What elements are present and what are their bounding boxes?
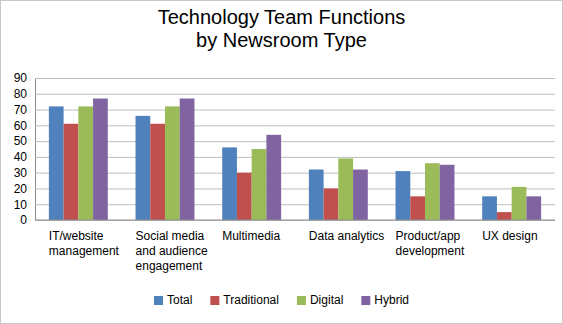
legend-label: Total <box>167 293 192 307</box>
category-label-line: Multimedia <box>222 229 280 243</box>
grid-line <box>35 94 555 95</box>
bar <box>512 187 527 220</box>
legend-label: Hybrid <box>374 293 409 307</box>
bar <box>252 149 267 220</box>
grid-line <box>35 141 555 142</box>
bar <box>338 158 353 220</box>
y-tick: 90 <box>14 71 555 85</box>
y-tick-label: 0 <box>20 213 27 227</box>
bar <box>150 124 165 220</box>
category-label-line: management <box>49 244 120 258</box>
category-label: IT/websitemanagement <box>49 229 120 258</box>
category-label: Multimedia <box>222 229 280 243</box>
grid-line <box>35 204 555 205</box>
plot: 010 20 30 40 5060 70 80 90 IT/websitemanagement S… <box>14 71 555 273</box>
bar <box>165 106 180 220</box>
bar <box>440 165 455 220</box>
y-tick-label: 20 <box>14 182 28 196</box>
legend-swatch <box>154 296 163 305</box>
category-label: Social mediaand audienceengagement <box>136 229 208 273</box>
category-label-line: Data analytics <box>309 229 384 243</box>
y-tick-label: 70 <box>14 103 28 117</box>
bar <box>309 170 324 220</box>
legend-item: Traditional <box>210 293 279 307</box>
category-label: Data analytics <box>309 229 384 243</box>
bar <box>64 124 79 220</box>
bar <box>136 116 151 220</box>
legend: Total Traditional Digital Hybrid <box>154 293 409 307</box>
legend-swatch <box>361 296 370 305</box>
grid-line <box>35 125 555 126</box>
y-tick-label: 60 <box>14 119 28 133</box>
bar <box>425 163 440 220</box>
y-tick-label: 90 <box>14 71 28 85</box>
bar <box>410 196 425 220</box>
bar <box>222 147 237 220</box>
grid-line <box>35 188 555 189</box>
legend-item: Digital <box>297 293 343 307</box>
bar <box>266 135 281 220</box>
y-tick-label: 50 <box>14 134 28 148</box>
title: Technology Team Functions <box>158 6 406 28</box>
chart: Technology Team Functionsby Newsroom Typ… <box>0 0 563 324</box>
bar <box>49 106 64 220</box>
grid-line <box>35 220 555 221</box>
grid-line <box>35 110 555 111</box>
bar <box>497 212 512 220</box>
bar <box>324 188 339 220</box>
category-label-line: engagement <box>136 259 203 273</box>
category-label: UX design <box>482 229 537 243</box>
bar <box>78 106 93 220</box>
legend-label: Traditional <box>223 293 279 307</box>
grid-line <box>35 157 555 158</box>
category-label-line: Product/app <box>396 229 461 243</box>
legend-item: Total <box>154 293 192 307</box>
grid-line <box>35 78 555 79</box>
y-tick-label: 30 <box>14 166 28 180</box>
title: by Newsroom Type <box>196 29 367 51</box>
legend-item: Hybrid <box>361 293 409 307</box>
bar <box>353 170 368 220</box>
bar <box>482 196 497 220</box>
legend-swatch <box>297 296 306 305</box>
category-label-line: and audience <box>136 244 208 258</box>
x-axis-line <box>35 220 555 221</box>
y-tick-label: 10 <box>14 198 28 212</box>
category-label-line: Social media <box>136 229 205 243</box>
bar <box>526 196 541 220</box>
category-label: Product/appdevelopment <box>396 229 465 258</box>
bar <box>180 99 195 220</box>
y-tick-label: 80 <box>14 87 28 101</box>
bar <box>396 171 411 220</box>
category-label-line: UX design <box>482 229 537 243</box>
title-group: Technology Team Functionsby Newsroom Typ… <box>158 6 406 51</box>
y-axis-line <box>35 79 36 221</box>
category-label-line: development <box>396 244 465 258</box>
category-label-line: IT/website <box>49 229 104 243</box>
grid-line <box>35 173 555 174</box>
bars <box>49 99 541 220</box>
legend-label: Digital <box>310 293 343 307</box>
y-tick-label: 40 <box>14 150 28 164</box>
y-axis: 010 20 30 40 5060 70 80 90 <box>14 71 555 227</box>
bar <box>93 99 108 220</box>
chart-frame <box>1 1 563 324</box>
legend-swatch <box>210 296 219 305</box>
bar <box>237 173 252 220</box>
